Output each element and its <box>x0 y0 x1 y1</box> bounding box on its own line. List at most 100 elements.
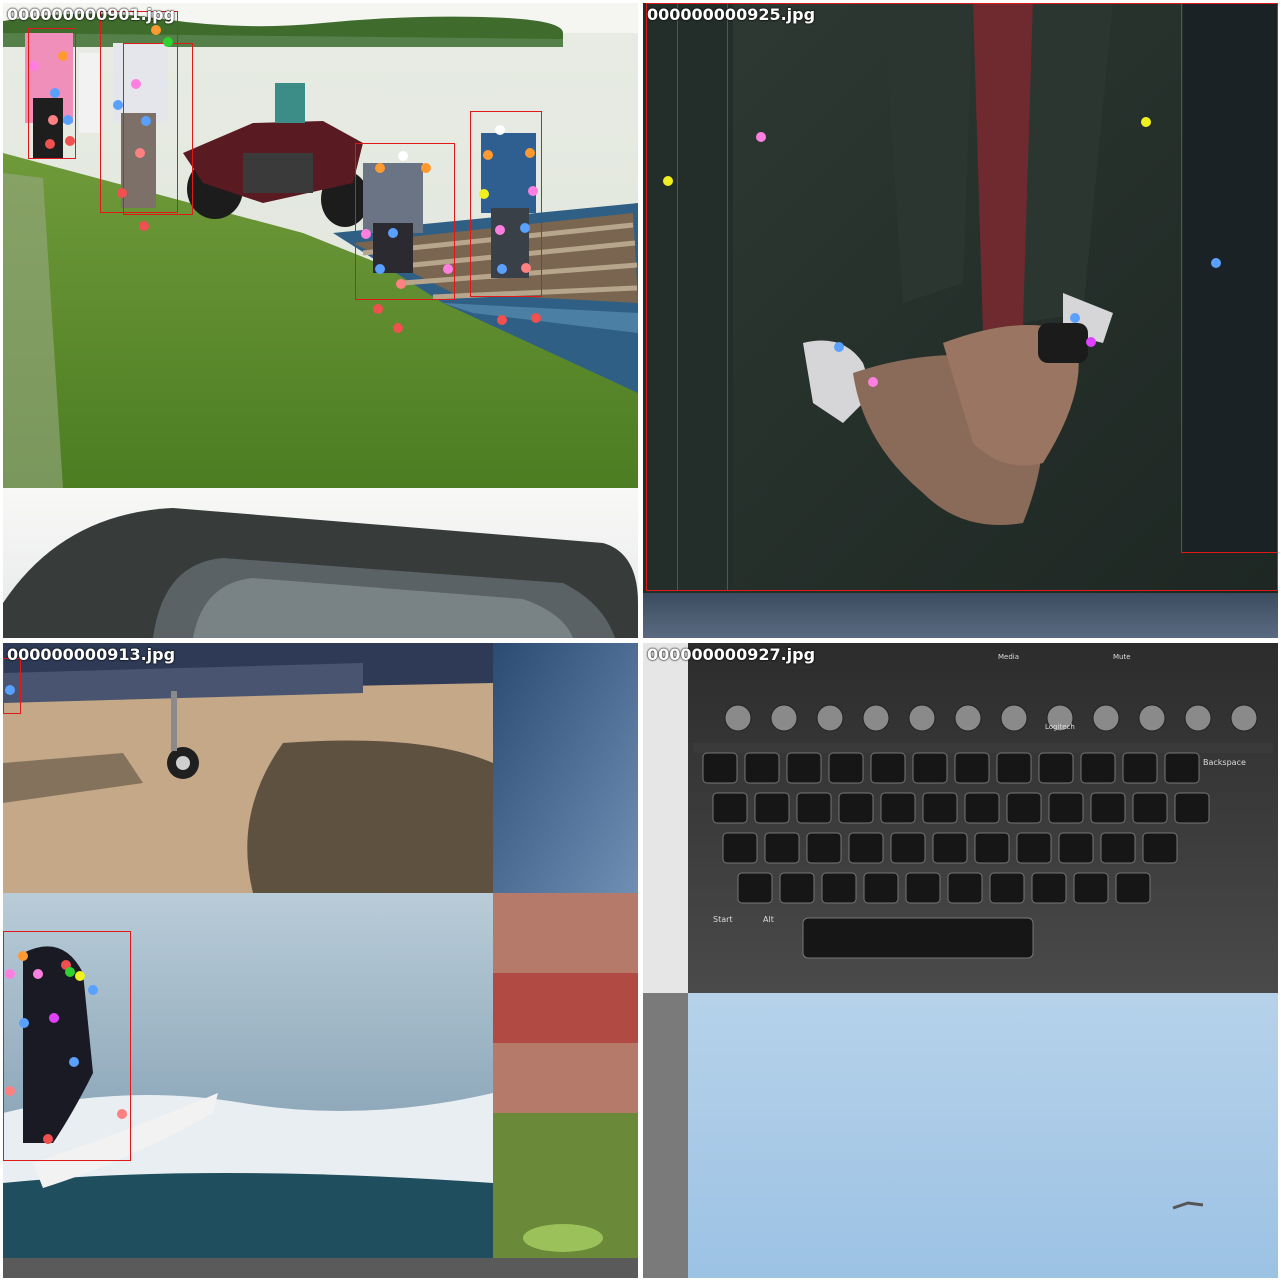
keypoint <box>33 969 43 979</box>
backspace-key-label: Backspace <box>1203 758 1246 767</box>
spacebar-key <box>802 917 1034 959</box>
keyboard-sky-scene <box>643 643 1278 1278</box>
keyboard-key <box>863 872 899 904</box>
keyboard-round-key <box>1230 704 1258 732</box>
keypoint <box>43 1134 53 1144</box>
keyboard-key <box>1058 832 1094 864</box>
keyboard-key <box>932 832 968 864</box>
keypoint <box>393 323 403 333</box>
image-filename-label: 000000000927.jpg <box>647 645 816 664</box>
person-bbox <box>28 28 76 159</box>
keyboard-key <box>1038 752 1074 784</box>
keypoint <box>151 25 161 35</box>
keyboard-key <box>912 752 948 784</box>
keyboard-round-key <box>954 704 982 732</box>
keypoint <box>63 115 73 125</box>
keypoint <box>520 223 530 233</box>
person-bbox <box>3 658 21 714</box>
keyboard-key <box>786 752 822 784</box>
keypoint <box>396 279 406 289</box>
keypoint <box>141 116 151 126</box>
suit-hands-scene <box>643 3 1278 638</box>
keypoint <box>375 163 385 173</box>
keypoint <box>5 969 15 979</box>
keyboard-key <box>905 872 941 904</box>
keyboard-key <box>996 752 1032 784</box>
keypoint <box>663 176 673 186</box>
keyboard-key <box>974 832 1010 864</box>
motorcycle <box>183 121 369 227</box>
keyboard-round-key <box>1138 704 1166 732</box>
keypoint <box>375 264 385 274</box>
keyboard-key <box>954 752 990 784</box>
keypoint <box>45 139 55 149</box>
keyboard-key <box>880 792 916 824</box>
keypoint <box>75 971 85 981</box>
keyboard-key <box>779 872 815 904</box>
keyboard-round-key <box>1184 704 1212 732</box>
keypoint <box>48 115 58 125</box>
keypoint <box>421 163 431 173</box>
keypoint <box>521 263 531 273</box>
keyboard-round-key <box>908 704 936 732</box>
keyboard-key <box>702 752 738 784</box>
keyboard-keys <box>702 704 1258 959</box>
keyboard-key <box>1006 792 1042 824</box>
panel-top-right: 000000000925.jpg <box>643 3 1278 638</box>
keypoint <box>528 186 538 196</box>
image-filename-label: 000000000925.jpg <box>647 5 816 24</box>
keypoint <box>483 150 493 160</box>
keyboard-key <box>737 872 773 904</box>
keyboard-key <box>712 792 748 824</box>
keypoint <box>756 132 766 142</box>
keyboard-key <box>1164 752 1200 784</box>
keyboard-round-key <box>770 704 798 732</box>
keyboard-key <box>1073 872 1109 904</box>
keyboard-key <box>989 872 1025 904</box>
keypoint <box>117 188 127 198</box>
keypoint <box>443 264 453 274</box>
mute-key-label: Mute <box>1113 653 1131 661</box>
keypoint <box>497 315 507 325</box>
keypoint <box>479 189 489 199</box>
keyboard-key <box>964 792 1000 824</box>
keyboard-round-key <box>816 704 844 732</box>
keypoint <box>497 264 507 274</box>
keypoint <box>19 1018 29 1028</box>
keypoint <box>65 967 75 977</box>
keyboard-key <box>722 832 758 864</box>
airshow-surfer-scene <box>3 643 638 1278</box>
panel-bottom-left: 000000000913.jpg <box>3 643 638 1278</box>
keyboard-round-key <box>862 704 890 732</box>
image-filename-label: 000000000901.jpg <box>7 5 176 24</box>
keyboard-key <box>821 872 857 904</box>
keypoint <box>88 985 98 995</box>
keypoint <box>373 304 383 314</box>
keypoint <box>361 229 371 239</box>
keypoint <box>495 225 505 235</box>
keypoint <box>117 1109 127 1119</box>
keypoint <box>531 313 541 323</box>
keyboard-key <box>947 872 983 904</box>
keyboard-key <box>890 832 926 864</box>
keyboard-key <box>1100 832 1136 864</box>
keypoint <box>834 342 844 352</box>
keypoint <box>135 148 145 158</box>
keypoint <box>1211 258 1221 268</box>
logitech-logo: Logitech <box>1045 723 1075 731</box>
keypoint <box>69 1057 79 1067</box>
person-bbox <box>100 11 178 213</box>
keyboard-key <box>796 792 832 824</box>
keypoint <box>65 136 75 146</box>
media-key-label: Media <box>998 653 1020 661</box>
keyboard-round-key <box>1046 704 1074 732</box>
keypoint <box>398 151 408 161</box>
keypoint <box>131 79 141 89</box>
keyboard-key <box>744 752 780 784</box>
lakeside-boats-scene <box>3 3 638 638</box>
keyboard-key <box>1031 872 1067 904</box>
keypoint <box>61 960 71 970</box>
panel-bottom-right: 000000000927.jpg Backspace Start Alt Med… <box>643 643 1278 1278</box>
keyboard-key <box>1090 792 1126 824</box>
keyboard-key <box>764 832 800 864</box>
